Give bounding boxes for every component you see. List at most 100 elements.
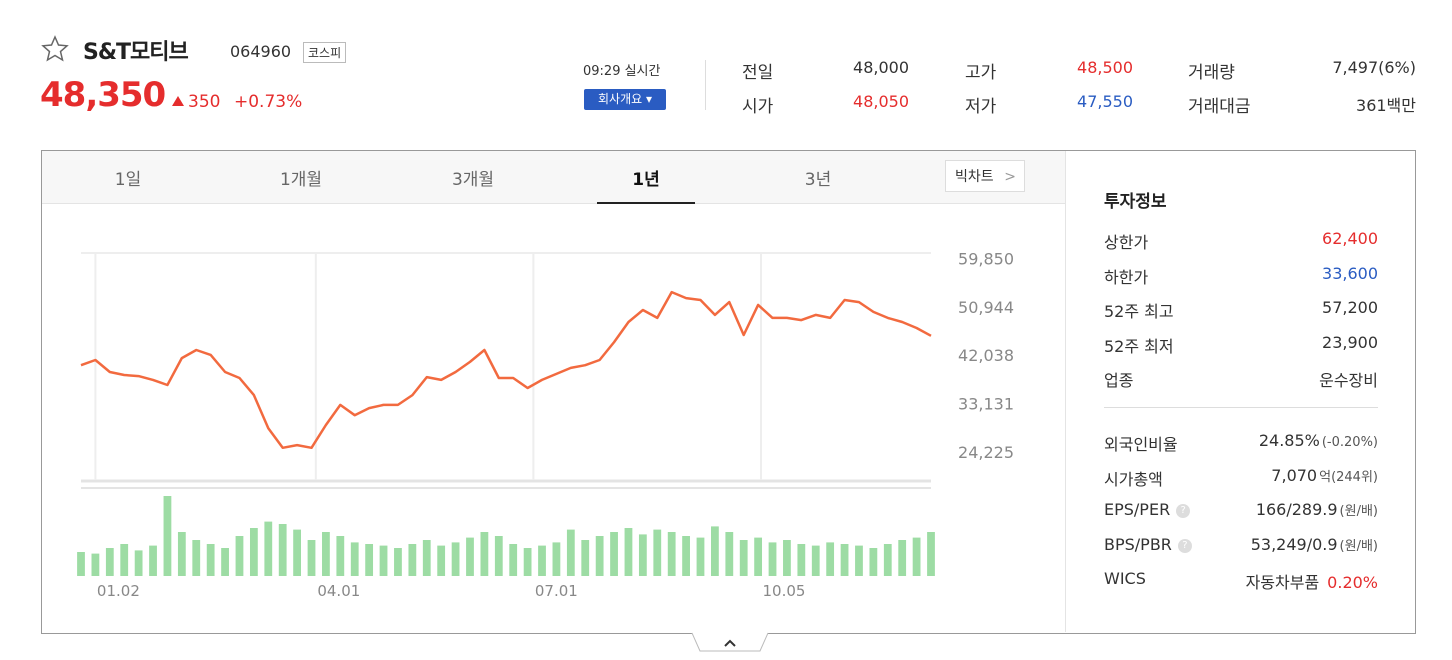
volume-bar [509, 544, 518, 576]
volume-bar [682, 536, 690, 576]
info-note: 억(244위) [1319, 469, 1378, 485]
info-value: 62,400 [1322, 229, 1378, 248]
info-separator [1104, 407, 1378, 408]
volume-bar [192, 540, 201, 576]
volume-bar [566, 529, 575, 576]
volume-bar [898, 540, 907, 576]
volume-bar [552, 542, 561, 576]
info-note: (원/배) [1339, 504, 1378, 519]
quote-value: 361백만 [1356, 96, 1416, 115]
info-value: 166/289.9 (원/배) [1256, 500, 1378, 519]
collapse-icon [724, 639, 736, 647]
favorite-star[interactable] [40, 34, 72, 64]
info-value: 7,070 억(244위) [1271, 466, 1378, 485]
volume-bar [322, 532, 330, 576]
period-tab[interactable]: 3개월 [451, 170, 495, 190]
y-tick-label: 59,850 [958, 249, 1014, 268]
volume-bar [538, 545, 546, 576]
volume-bar [221, 548, 229, 576]
info-label: 상한가 [1104, 233, 1149, 252]
volume-bar [350, 542, 359, 576]
stock-name: S&T모티브 [83, 40, 189, 65]
x-tick-label: 07.01 [535, 582, 578, 600]
quote-value: 47,550 [1077, 92, 1133, 111]
volume-bar [595, 536, 604, 576]
volume-bar [394, 548, 402, 576]
info-label: BPS/PBR? [1104, 535, 1192, 554]
volume-bar [739, 540, 748, 576]
quote-value: 48,500 [1077, 58, 1133, 77]
quote-label: 저가 [965, 97, 997, 117]
info-value: 57,200 [1322, 298, 1378, 317]
quote-value: 7,497(6%) [1332, 58, 1416, 77]
tab-bar [42, 151, 1065, 204]
quote-label: 거래량 [1188, 63, 1235, 83]
volume-bar [120, 544, 129, 576]
quote-label: 시가 [742, 97, 774, 117]
market-badge: 코스피 [303, 42, 347, 63]
volume-bar [451, 542, 460, 576]
volume-bar [480, 532, 489, 576]
volume-bar [206, 544, 215, 576]
company-button-label: 회사개요 [597, 92, 643, 106]
help-icon: ? [1176, 504, 1191, 518]
period-tab[interactable]: 1일 [114, 170, 142, 190]
change-rate: +0.73% [234, 92, 303, 112]
volume-bar [494, 536, 503, 576]
up-icon [172, 96, 184, 106]
info-label: 업종 [1104, 371, 1134, 390]
period-tab[interactable]: 1개월 [279, 170, 323, 190]
volume-bar [177, 532, 186, 576]
info-note: (원/배) [1339, 538, 1378, 554]
info-value: 24.85% (-0.20%) [1259, 431, 1378, 450]
info-value-main: 자동차부품 [1245, 573, 1320, 592]
volume-bar [149, 545, 157, 576]
volume-bar [264, 521, 273, 576]
volume-bar [711, 526, 719, 576]
volume-bar [638, 534, 647, 576]
volume-bar [466, 537, 474, 576]
volume-bar [624, 528, 633, 576]
info-title: 투자정보 [1104, 192, 1167, 212]
volume-bar [610, 532, 618, 576]
info-label: 외국인비율 [1104, 435, 1178, 454]
y-tick-label: 24,225 [958, 443, 1014, 462]
volume-bar [437, 545, 446, 576]
volume-bar [91, 553, 100, 576]
period-tab[interactable]: 3년 [804, 170, 832, 190]
volume-bar [365, 544, 374, 576]
quote-label: 거래대금 [1188, 97, 1251, 117]
bigchart-button[interactable]: 빅차트 > [945, 160, 1025, 192]
help-icon: ? [1177, 538, 1192, 553]
volume-bar [307, 540, 316, 576]
volume-bar [163, 496, 172, 576]
volume-bar [797, 544, 806, 576]
quote-value: 48,000 [853, 58, 909, 77]
volume-bar [77, 552, 85, 576]
y-tick-label: 33,131 [958, 395, 1014, 414]
quote-label: 전일 [742, 63, 774, 83]
info-label: 시가총액 [1104, 469, 1163, 489]
volume-bar [811, 545, 820, 576]
info-value-main: 53,249/0.9 [1250, 534, 1338, 554]
info-label: 하한가 [1104, 267, 1149, 287]
info-label: EPS/PER? [1104, 500, 1191, 519]
info-value-main: 24.85% [1258, 431, 1320, 450]
x-tick-label: 04.01 [317, 582, 360, 600]
volume-bar [855, 545, 863, 576]
info-value: 33,600 [1322, 263, 1378, 283]
price: 48,350 [40, 75, 166, 115]
quote-value: 48,050 [853, 92, 909, 111]
x-tick-label: 01.02 [97, 582, 140, 600]
info-value: 자동차부품 0.20% [1246, 569, 1378, 593]
company-button[interactable]: 회사개요 ▾ [584, 89, 666, 110]
volume-bar [653, 529, 662, 576]
info-value: 53,249/0.9 (원/배) [1251, 535, 1378, 554]
volume-bar [422, 540, 431, 576]
volume-bar [105, 548, 114, 576]
tab-underline [597, 202, 695, 204]
volume-bar [379, 545, 388, 576]
period-tab[interactable]: 1년 [632, 170, 660, 190]
